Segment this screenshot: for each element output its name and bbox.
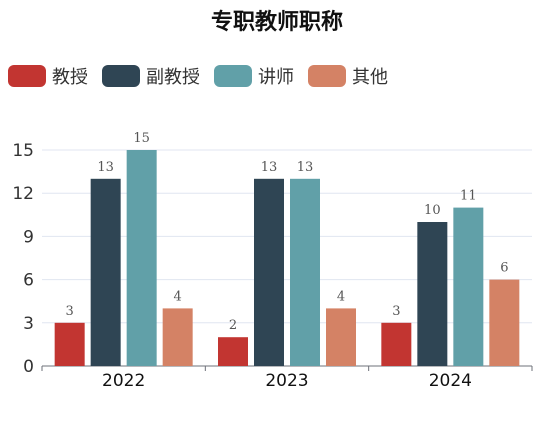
bar — [218, 337, 248, 366]
legend-item-lecturer[interactable]: 讲师 — [214, 63, 294, 89]
data-label: 6 — [500, 261, 508, 276]
data-label: 10 — [424, 203, 441, 218]
bar — [381, 322, 412, 366]
legend-label: 讲师 — [258, 67, 294, 88]
y-tick-label: 0 — [23, 357, 34, 377]
data-label: 4 — [174, 289, 182, 304]
data-label: 4 — [337, 289, 345, 304]
y-tick-label: 15 — [12, 141, 34, 161]
legend: 教授 副教授 讲师 其他 — [8, 64, 402, 88]
y-tick-label: 6 — [23, 271, 34, 291]
x-tick-label: 2023 — [265, 371, 308, 391]
bar — [254, 178, 284, 366]
data-label: 3 — [66, 304, 74, 319]
legend-label: 其他 — [352, 67, 388, 88]
legend-label: 教授 — [52, 67, 88, 88]
x-tick-label: 2022 — [102, 371, 145, 391]
data-label: 2 — [229, 318, 237, 333]
data-label: 11 — [460, 189, 477, 204]
bar — [290, 178, 320, 366]
legend-item-associate-professor[interactable]: 副教授 — [102, 63, 200, 89]
legend-swatch — [214, 65, 252, 87]
y-tick-label: 12 — [12, 184, 34, 204]
chart-title: 专职教师职称 — [210, 10, 343, 35]
y-tick-label: 9 — [23, 227, 34, 247]
bar — [489, 279, 520, 366]
x-tick-label: 2024 — [429, 371, 472, 391]
bar — [90, 178, 121, 366]
data-label: 13 — [297, 160, 314, 175]
bar — [453, 207, 484, 366]
bar — [126, 150, 157, 366]
bar — [326, 308, 356, 366]
bar — [417, 222, 448, 366]
bar — [162, 308, 193, 366]
data-label: 13 — [261, 160, 278, 175]
data-label: 15 — [133, 131, 150, 146]
y-tick-label: 3 — [23, 314, 34, 334]
legend-item-other[interactable]: 其他 — [308, 63, 388, 89]
legend-label: 副教授 — [146, 67, 200, 88]
legend-swatch — [102, 65, 140, 87]
bar — [54, 322, 85, 366]
legend-item-professor[interactable]: 教授 — [8, 63, 88, 89]
data-label: 13 — [97, 160, 114, 175]
legend-swatch — [308, 65, 346, 87]
legend-swatch — [8, 65, 46, 87]
data-label: 3 — [392, 304, 400, 319]
